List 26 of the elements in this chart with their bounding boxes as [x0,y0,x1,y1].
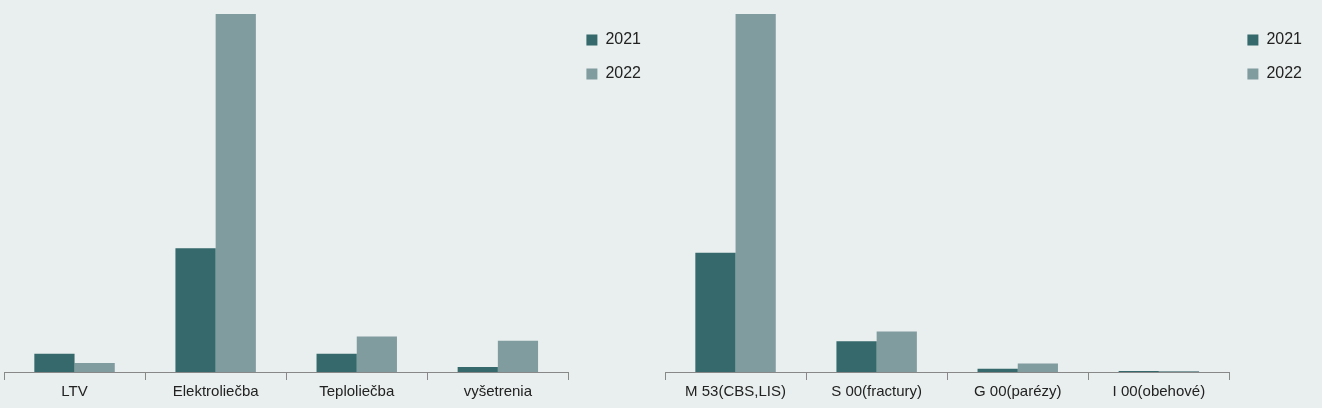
bar [695,252,736,372]
bar [316,353,357,372]
bar [215,14,256,372]
x-tick-label: vyšetrenia [463,382,533,400]
x-tick-label: G 00(parézy) [973,382,1062,400]
x-tick-label: S 00(fractury) [831,382,923,400]
bar [356,336,397,372]
legend-label: 2021 [605,30,642,48]
bar [876,331,917,372]
x-tick-label: I 00(obehové) [1112,382,1206,400]
x-tick-label: M 53(CBS,LIS) [685,382,786,400]
bar [497,340,539,372]
bar [74,363,115,372]
bar [457,366,498,372]
bar [175,248,216,372]
bar [836,341,877,372]
bar [1017,363,1058,372]
legend-label: 2022 [605,64,642,82]
x-tick-label: Elektroliečba [172,382,260,400]
bar [34,353,75,372]
bar [735,14,776,372]
bar [977,368,1018,372]
x-tick-label: LTV [61,382,88,400]
x-tick-label: Teploliečba [319,382,395,400]
legend-label: 2022 [1266,64,1303,82]
legend-label: 2021 [1266,30,1303,48]
